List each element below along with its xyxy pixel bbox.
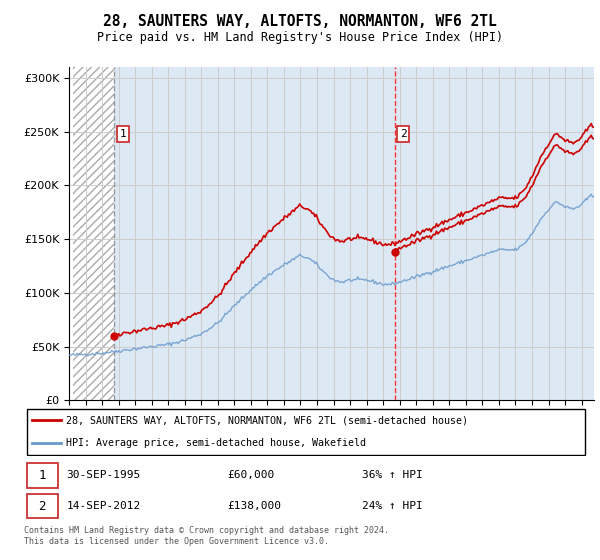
Text: 2: 2	[400, 129, 406, 139]
FancyBboxPatch shape	[27, 409, 585, 455]
Bar	[73, 67, 115, 400]
Text: 1: 1	[38, 469, 46, 482]
Text: 28, SAUNTERS WAY, ALTOFTS, NORMANTON, WF6 2TL (semi-detached house): 28, SAUNTERS WAY, ALTOFTS, NORMANTON, WF…	[66, 416, 469, 426]
Text: £138,000: £138,000	[227, 501, 281, 511]
Text: 24% ↑ HPI: 24% ↑ HPI	[362, 501, 423, 511]
Text: Price paid vs. HM Land Registry's House Price Index (HPI): Price paid vs. HM Land Registry's House …	[97, 31, 503, 44]
Text: £60,000: £60,000	[227, 470, 274, 480]
Text: 2: 2	[38, 500, 46, 513]
Text: 14-SEP-2012: 14-SEP-2012	[66, 501, 140, 511]
Text: 1: 1	[119, 129, 126, 139]
Text: HPI: Average price, semi-detached house, Wakefield: HPI: Average price, semi-detached house,…	[66, 438, 366, 448]
FancyBboxPatch shape	[27, 463, 58, 488]
Text: 36% ↑ HPI: 36% ↑ HPI	[362, 470, 423, 480]
Text: 30-SEP-1995: 30-SEP-1995	[66, 470, 140, 480]
Text: 28, SAUNTERS WAY, ALTOFTS, NORMANTON, WF6 2TL: 28, SAUNTERS WAY, ALTOFTS, NORMANTON, WF…	[103, 14, 497, 29]
FancyBboxPatch shape	[27, 494, 58, 519]
Text: Contains HM Land Registry data © Crown copyright and database right 2024.
This d: Contains HM Land Registry data © Crown c…	[24, 526, 389, 546]
